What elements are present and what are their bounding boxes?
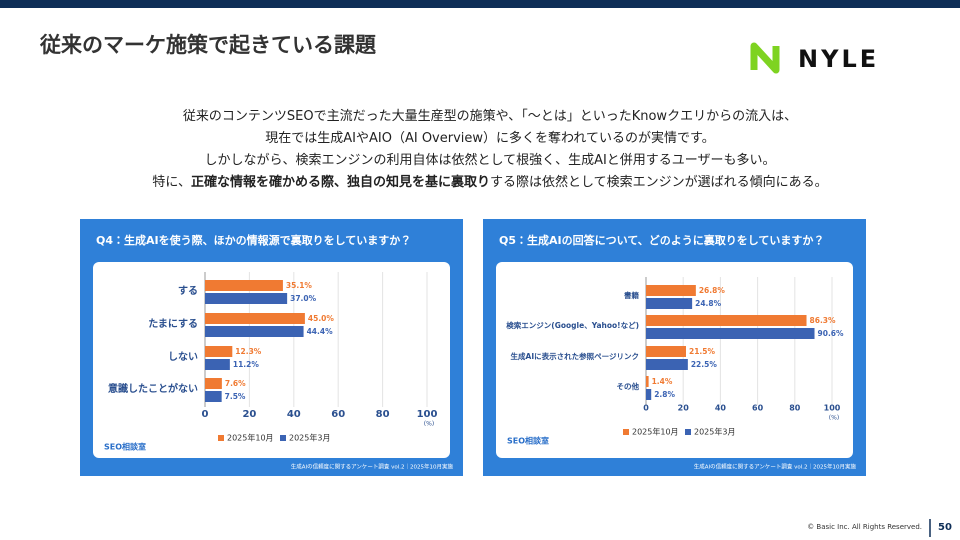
bar xyxy=(646,298,693,309)
category-label: 生成AIに表示された参照ページリンク xyxy=(511,351,639,361)
body-text: 従来のコンテンツSEOで主流だった大量生産型の施策や、「〜とは」といったKnow… xyxy=(152,108,827,190)
value-label: 21.5% xyxy=(689,347,716,356)
x-tick-label: 20 xyxy=(678,404,690,413)
value-label: 26.8% xyxy=(699,286,726,295)
bar xyxy=(646,359,688,370)
value-label: 45.0% xyxy=(308,314,335,323)
value-label: 7.5% xyxy=(225,392,246,401)
value-label: 44.4% xyxy=(307,327,334,336)
value-label: 37.0% xyxy=(290,294,317,303)
x-tick-label: 100 xyxy=(824,404,841,413)
category-label: 検索エンジン(Google、Yahoo!など) xyxy=(506,320,639,330)
x-tick-label: 0 xyxy=(643,404,649,413)
body-line: 現在では生成AIやAIO（AI Overview）に多くを奪われているのが実情で… xyxy=(265,130,714,146)
legend-label: 2025年10月 xyxy=(632,427,679,437)
bar xyxy=(205,313,305,324)
body-segment: しかしながら、検索エンジンの利用自体は依然として根強く、生成AIと併用するユーザ… xyxy=(204,152,775,168)
legend-swatch xyxy=(218,435,224,441)
value-label: 90.6% xyxy=(818,329,845,338)
body-segment: 正確な情報を確かめる際、独自の知見を基に裏取り xyxy=(191,174,490,190)
value-label: 1.4% xyxy=(652,377,673,386)
charts: Q4：生成AIを使う際、ほかの情報源で裏取りをしていますか？ 0 20 40 60 80 1… xyxy=(80,219,866,476)
x-tick-label: 80 xyxy=(376,409,390,420)
source: 生成AIの信頼度に関するアンケート調査 vol.2｜2025年10月実施 xyxy=(694,463,857,471)
x-tick-label: 80 xyxy=(789,404,801,413)
body-segment: 従来のコンテンツSEOで主流だった大量生産型の施策や、「〜とは」といったKnow… xyxy=(183,108,797,124)
value-label: 7.6% xyxy=(225,379,246,388)
body-line: しかしながら、検索エンジンの利用自体は依然として根強く、生成AIと併用するユーザ… xyxy=(204,152,775,168)
bar xyxy=(205,378,222,389)
value-label: 22.5% xyxy=(691,360,718,369)
x-tick-label: 60 xyxy=(752,404,764,413)
legend-swatch xyxy=(623,429,629,435)
top-bar xyxy=(0,0,960,8)
value-label: 24.8% xyxy=(695,299,722,308)
bar xyxy=(646,285,696,296)
legend-label: 2025年3月 xyxy=(289,433,330,443)
x-tick-label: 60 xyxy=(331,409,345,420)
legend-swatch xyxy=(280,435,286,441)
value-label: 11.2% xyxy=(233,360,260,369)
x-unit: (%) xyxy=(829,415,839,422)
body-segment: する際は依然として検索エンジンが選ばれる傾向にある。 xyxy=(490,174,828,190)
logo: NYLE xyxy=(750,42,879,74)
bar xyxy=(205,293,288,304)
x-tick-label: 40 xyxy=(715,404,727,413)
bar xyxy=(646,328,815,339)
x-tick-label: 40 xyxy=(287,409,301,420)
copyright: © Basic Inc. All Rights Reserved. xyxy=(807,523,922,531)
brand: SEO相談室 xyxy=(507,436,549,446)
brand: SEO相談室 xyxy=(104,442,146,452)
category-label: その他 xyxy=(617,381,640,391)
category-label: する xyxy=(178,285,198,297)
body-line: 特に、正確な情報を確かめる際、独自の知見を基に裏取りする際は依然として検索エンジ… xyxy=(152,174,827,190)
bar xyxy=(646,376,649,387)
value-label: 12.3% xyxy=(235,347,262,356)
category-label: 意識したことがない xyxy=(108,382,198,395)
value-label: 2.8% xyxy=(654,390,675,399)
bar xyxy=(205,326,304,337)
bar xyxy=(646,389,652,400)
logo-mark xyxy=(750,42,780,74)
chart-title: Q5：生成AIの回答について、どのように裏取りをしていますか？ xyxy=(499,233,824,247)
legend-label: 2025年10月 xyxy=(227,433,274,443)
x-unit: (%) xyxy=(424,421,434,428)
category-label: たまにする xyxy=(148,318,198,330)
body-segment: 現在では生成AIやAIO（AI Overview）に多くを奪われているのが実情で… xyxy=(265,130,714,146)
bar xyxy=(646,315,807,326)
category-label: しない xyxy=(168,351,198,363)
category-label: 書籍 xyxy=(624,290,639,300)
page-number: 50 xyxy=(938,522,952,533)
x-tick-label: 0 xyxy=(202,409,209,420)
bar xyxy=(205,391,222,402)
bar xyxy=(205,346,233,357)
body-line: 従来のコンテンツSEOで主流だった大量生産型の施策や、「〜とは」といったKnow… xyxy=(183,108,797,124)
legend-label: 2025年3月 xyxy=(694,427,735,437)
logo-text: NYLE xyxy=(798,45,879,73)
x-tick-label: 100 xyxy=(417,409,438,420)
bar xyxy=(646,346,686,357)
source: 生成AIの信頼度に関するアンケート調査 vol.2｜2025年10月実施 xyxy=(291,463,454,471)
chart-inner xyxy=(93,262,450,458)
slide-title: 従来のマーケ施策で起きている課題 xyxy=(39,33,377,57)
body-segment: 特に、 xyxy=(152,175,191,190)
x-tick-label: 20 xyxy=(242,409,256,420)
value-label: 86.3% xyxy=(810,316,837,325)
legend-swatch xyxy=(685,429,691,435)
bar xyxy=(205,359,230,370)
chart-title: Q4：生成AIを使う際、ほかの情報源で裏取りをしていますか？ xyxy=(96,233,411,247)
bar xyxy=(205,280,283,291)
value-label: 35.1% xyxy=(286,281,313,290)
